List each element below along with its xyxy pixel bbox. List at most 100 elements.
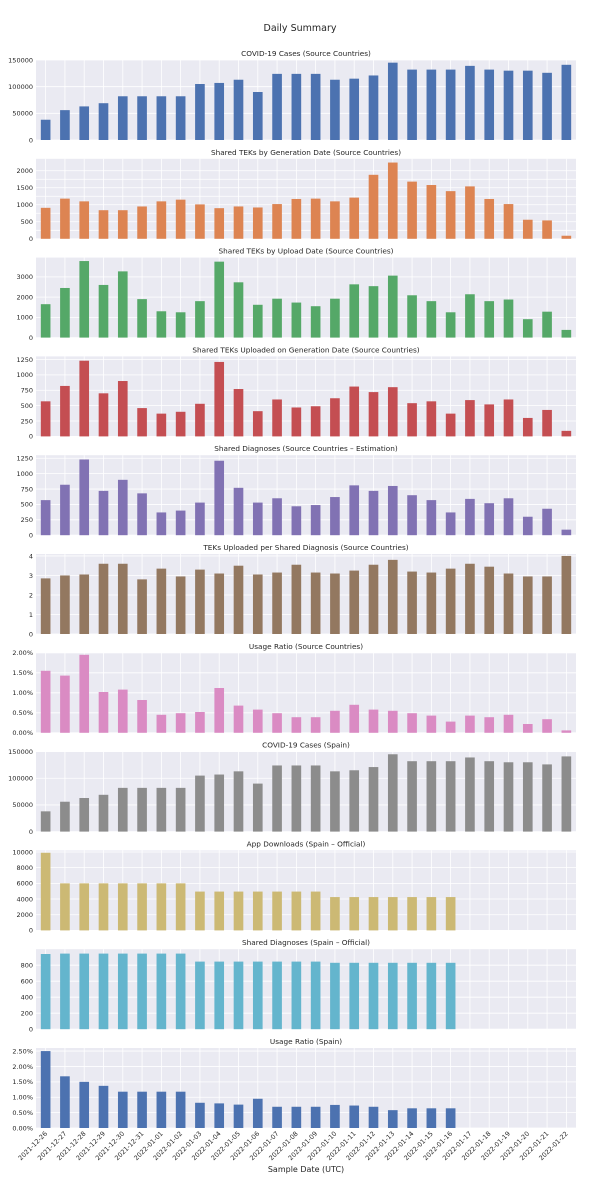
chart-panel: 0 1 2 3 4 TEKs Uploaded per Shared Diagnosis … — [29, 543, 576, 638]
y-tick-label: 0 — [29, 1026, 33, 1034]
bar — [310, 306, 321, 338]
y-tick-label: 600 — [21, 978, 33, 986]
bar — [117, 563, 128, 634]
bar — [233, 891, 244, 931]
bar — [252, 891, 263, 931]
bar — [79, 261, 90, 338]
bar — [175, 96, 186, 140]
bar — [407, 962, 417, 1030]
bar — [349, 770, 360, 832]
bar — [233, 705, 244, 733]
bar — [252, 709, 263, 733]
bar — [542, 409, 552, 437]
bar — [291, 765, 302, 832]
bar — [252, 411, 263, 437]
bar — [79, 1081, 90, 1128]
bar — [214, 573, 225, 634]
y-tick-label: 1000 — [16, 470, 33, 478]
bar — [79, 106, 90, 140]
plot-area — [36, 60, 576, 140]
bar — [484, 503, 495, 536]
bar — [272, 572, 282, 634]
chart-title: Shared Diagnoses (Source Countries – Est… — [214, 444, 398, 453]
bar — [272, 891, 282, 931]
bar — [349, 1105, 360, 1128]
bar — [310, 717, 321, 733]
bar — [272, 204, 282, 239]
y-tick-label: 0 — [29, 235, 33, 243]
bar — [60, 1076, 70, 1128]
bar — [272, 498, 282, 536]
bar — [503, 399, 514, 437]
bar — [330, 497, 340, 536]
bar — [214, 460, 225, 536]
bar — [98, 284, 109, 338]
bar — [214, 82, 225, 140]
bar — [330, 298, 340, 338]
bar — [117, 479, 128, 536]
bar — [522, 724, 533, 733]
y-tick-label: 0.00% — [12, 729, 33, 737]
bar — [310, 572, 321, 634]
bar — [349, 897, 360, 931]
bar — [40, 670, 51, 733]
bar — [98, 103, 109, 140]
bar — [214, 961, 225, 1030]
bar — [272, 961, 282, 1030]
bar — [252, 783, 263, 832]
bar — [503, 204, 514, 239]
bar — [445, 761, 456, 832]
bar — [117, 953, 128, 1030]
bar — [272, 73, 282, 140]
bar — [195, 84, 205, 140]
bar — [233, 79, 244, 140]
bar — [407, 1108, 417, 1128]
bar — [156, 568, 167, 634]
bar — [214, 208, 225, 239]
bar — [175, 576, 186, 634]
bar — [137, 408, 147, 437]
bar — [330, 398, 340, 437]
bar — [387, 897, 398, 931]
chart-title: TEKs Uploaded per Shared Diagnosis (Sour… — [202, 543, 408, 552]
bar — [98, 563, 109, 634]
bar — [310, 765, 321, 832]
bar — [426, 715, 437, 733]
bar — [330, 79, 340, 140]
bar — [503, 498, 514, 536]
bar — [407, 761, 417, 832]
bar — [117, 787, 128, 832]
bar — [137, 953, 147, 1030]
y-tick-label: 1000 — [16, 201, 33, 209]
chart-panel: 0.00% 0.50% 1.00% 1.50% 2.00% Usage Ratio (So… — [12, 642, 576, 737]
bar — [445, 191, 456, 239]
bar — [175, 713, 186, 733]
bar — [387, 162, 398, 239]
bar — [233, 771, 244, 832]
plot-area — [36, 949, 576, 1030]
bar — [310, 961, 321, 1030]
bar — [445, 512, 456, 536]
bar — [137, 883, 147, 931]
bar — [426, 962, 437, 1030]
bar — [368, 1106, 379, 1128]
bar — [542, 719, 552, 733]
plot-area — [36, 751, 576, 832]
bar — [542, 311, 552, 338]
chart-title: Shared TEKs Uploaded on Generation Date … — [192, 345, 419, 354]
y-tick-label: 500 — [21, 218, 33, 226]
bar — [426, 69, 437, 140]
bar — [445, 962, 456, 1030]
bar — [195, 712, 205, 733]
figure-title: Daily Summary — [264, 23, 337, 34]
bar — [310, 198, 321, 239]
bar — [330, 573, 340, 634]
y-tick-label: 1 — [29, 611, 33, 619]
bar — [426, 185, 437, 239]
bar — [310, 1106, 321, 1128]
bar — [40, 119, 51, 140]
bar — [426, 761, 437, 832]
bar — [349, 570, 360, 634]
bar — [465, 186, 475, 239]
bar — [98, 953, 109, 1030]
